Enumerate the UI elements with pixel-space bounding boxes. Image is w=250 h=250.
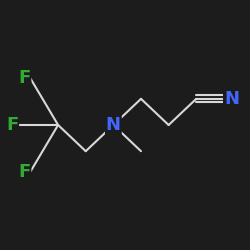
Text: N: N xyxy=(106,116,121,134)
Text: F: F xyxy=(6,116,18,134)
Text: F: F xyxy=(18,162,30,180)
Text: F: F xyxy=(18,70,30,87)
Text: N: N xyxy=(224,90,239,108)
